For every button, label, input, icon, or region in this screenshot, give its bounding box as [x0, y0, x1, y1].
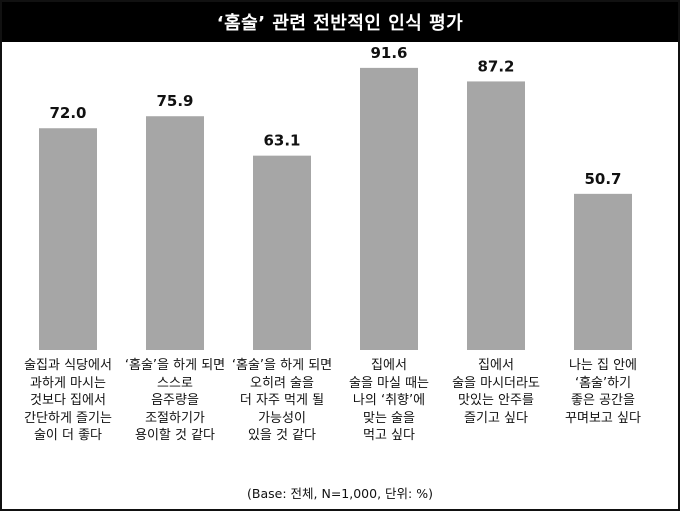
title-bar: ‘홈술’ 관련 전반적인 인식 평가 — [2, 2, 678, 42]
chart-title: ‘홈술’ 관련 전반적인 인식 평가 — [216, 13, 464, 34]
footnote: (Base: 전체, N=1,000, 단위: %) — [247, 486, 433, 501]
value-label-2: 75.9 — [156, 92, 193, 110]
value-label-4: 91.6 — [370, 44, 407, 62]
category-label-6: 나는 집 안에 ‘홈술’하기 좋은 공간을 꾸며보고 싶다 — [565, 358, 641, 426]
value-label-3: 63.1 — [263, 132, 300, 150]
category-label-4: 집에서 술을 마실 때는 나의 ‘취향’에 맞는 술을 먹고 싶다 — [348, 358, 430, 443]
bar-6 — [574, 193, 632, 350]
value-label-5: 87.2 — [477, 57, 514, 75]
bar-4 — [360, 67, 418, 350]
value-label-1: 72.0 — [49, 104, 86, 122]
category-label-2: ‘홈술’을 하게 되면 스스로 음주량을 조절하기가 용이할 것 같다 — [124, 358, 226, 443]
category-label-3: ‘홈술’을 하게 되면 오히려 술을 더 자주 먹게 될 가능성이 있을 것 같… — [231, 358, 333, 443]
bar-2 — [146, 116, 204, 350]
category-label-1: 술집과 식당에서 과하게 마시는 것보다 집에서 간단하게 즐기는 술이 더 좋… — [24, 358, 112, 443]
value-label-6: 50.7 — [584, 170, 621, 188]
bar-1 — [39, 128, 97, 350]
bar-5 — [467, 81, 525, 350]
category-label-5: 집에서 술을 마시더라도 맛있는 안주를 즐기고 싶다 — [452, 358, 540, 426]
bar-3 — [253, 155, 311, 350]
